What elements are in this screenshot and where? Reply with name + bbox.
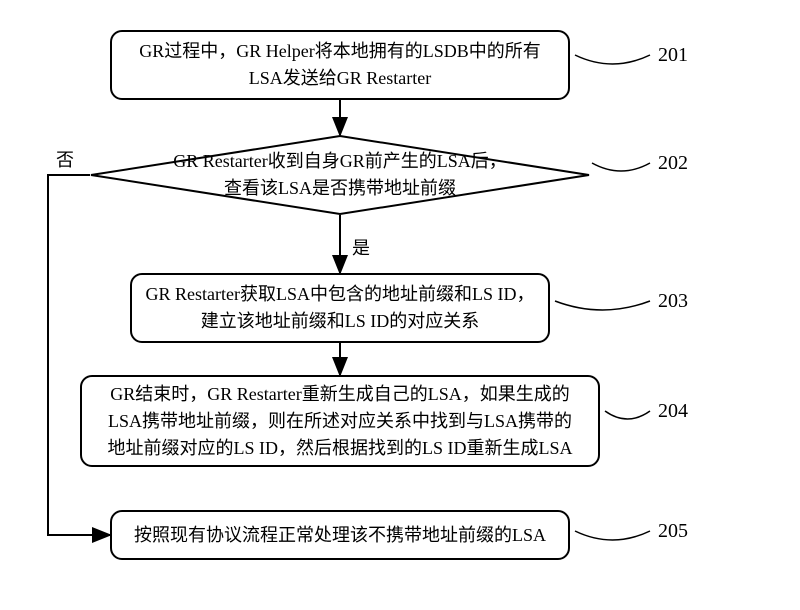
step-204-box: GR结束时，GR Restarter重新生成自己的LSA，如果生成的 LSA携带… [80, 375, 600, 467]
step-205-line1: 按照现有协议流程正常处理该不携带地址前缀的LSA [134, 525, 546, 545]
step-203-box: GR Restarter获取LSA中包含的地址前缀和LS ID， 建立该地址前缀… [130, 273, 550, 343]
step-201-line1: GR过程中，GR Helper将本地拥有的LSDB中的所有 [139, 41, 541, 61]
edge-label-yes: 是 [352, 234, 370, 260]
step-203-line2: 建立该地址前缀和LS ID的对应关系 [201, 311, 480, 331]
step-201-box: GR过程中，GR Helper将本地拥有的LSDB中的所有 LSA发送给GR R… [110, 30, 570, 100]
step-205-box: 按照现有协议流程正常处理该不携带地址前缀的LSA [110, 510, 570, 560]
step-202-decision: GR Restarter收到自身GR前产生的LSA后， 查看该LSA是否携带地址… [90, 135, 590, 215]
step-204-line2: LSA携带地址前缀，则在所述对应关系中找到与LSA携带的 [108, 411, 572, 431]
step-202-line2: 查看该LSA是否携带地址前缀 [224, 178, 456, 198]
step-label-202: 202 [658, 152, 688, 175]
step-label-203: 203 [658, 290, 688, 313]
step-label-201: 201 [658, 44, 688, 67]
step-202-line1: GR Restarter收到自身GR前产生的LSA后， [173, 151, 506, 171]
step-203-line1: GR Restarter获取LSA中包含的地址前缀和LS ID， [146, 284, 535, 304]
step-label-205: 205 [658, 520, 688, 543]
step-204-line3: 地址前缀对应的LS ID，然后根据找到的LS ID重新生成LSA [107, 438, 572, 458]
step-label-204: 204 [658, 400, 688, 423]
edge-label-no: 否 [56, 146, 74, 172]
step-201-line2: LSA发送给GR Restarter [249, 68, 431, 88]
flowchart-canvas: GR过程中，GR Helper将本地拥有的LSDB中的所有 LSA发送给GR R… [0, 0, 800, 610]
step-204-line1: GR结束时，GR Restarter重新生成自己的LSA，如果生成的 [110, 384, 569, 404]
